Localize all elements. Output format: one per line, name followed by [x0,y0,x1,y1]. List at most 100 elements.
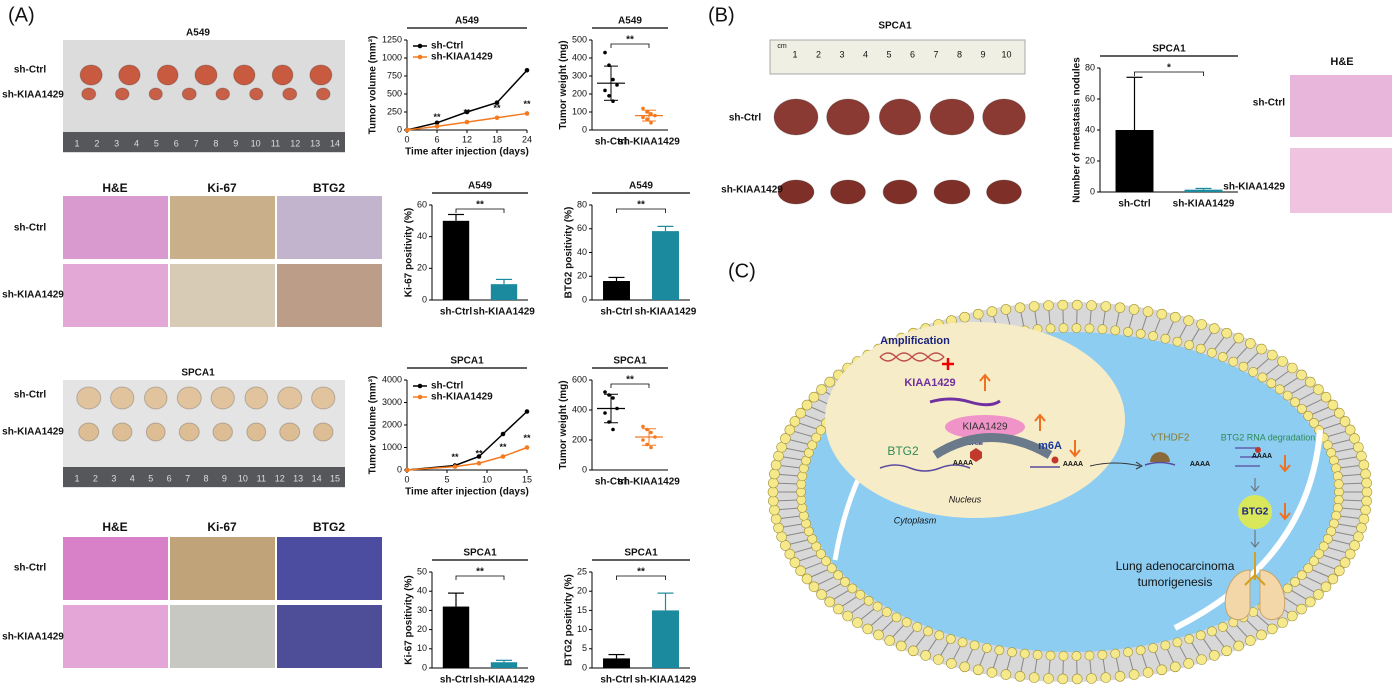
lipid-head [1290,576,1300,587]
lipid-tail [1321,422,1343,430]
lipid-head [811,432,822,443]
lipid-tail [797,554,819,562]
data-point [641,115,645,120]
lipid-head [1309,556,1319,567]
lipid-head [1356,522,1367,534]
y-tick-label: 0 [582,464,587,474]
lipid-head [1327,573,1339,585]
y-tick-label: 0 [582,294,587,304]
lipid-head [1172,336,1183,347]
group-label: sh-Ctrl [14,563,46,574]
significance: ** [476,200,484,211]
ruler-number: 14 [330,138,340,148]
lipid-head [1318,541,1329,552]
significance: ** [476,567,484,578]
lipid-tail [1304,398,1324,409]
histology [277,605,382,668]
x-tick-label: 12 [462,134,472,144]
lipid-tail [1128,653,1134,672]
histology [277,196,382,259]
lipid-tail [1310,406,1331,416]
stain-title: BTG2 [313,181,345,195]
lipid-tail [779,515,801,520]
data-point [649,121,653,125]
ruler-number: 5 [148,473,153,483]
lipid-head [824,376,836,388]
ruler-number: 4 [130,473,135,483]
significance: ** [451,452,459,462]
series-marker [494,100,500,105]
lipid-head [1303,563,1314,574]
x-tick-label: sh-Ctrl [440,675,472,686]
diagram-label: KIAA1429 [904,377,955,389]
data-point [607,393,611,397]
lipid-head [816,589,827,600]
lipid-head [986,306,998,317]
lipid-head [767,486,779,498]
tumor [282,87,298,101]
stain-title: H&E [1330,56,1353,68]
y-tick-label: 30 [417,605,427,615]
series-marker [452,464,458,469]
lipid-tail [1254,356,1271,371]
lipid-tail [914,632,927,649]
rna [1144,461,1176,466]
lipid-head [1196,654,1207,665]
data-point [603,88,607,93]
y-tick-label: 25 [577,566,587,576]
series-marker [464,109,470,115]
lipid-head [1196,319,1207,330]
x-tick-label: sh-KIAA1429 [618,477,680,488]
histology [63,264,168,327]
lipid-head [784,424,796,436]
lipid-tail [1089,308,1092,327]
lipid-tail [803,561,824,571]
ruler-number: 1 [74,138,79,148]
series-line [406,410,528,471]
diagram-label: BTG2 [1242,507,1269,518]
lipid-head [1135,645,1146,656]
lipid-tail [1190,640,1201,658]
bar [652,610,679,668]
group-label: sh-KIAA1429 [721,185,783,196]
lipid-tail [816,575,836,586]
rna [879,464,971,472]
lipid-head [1334,407,1345,419]
data-point [641,438,645,442]
lipid-head [1160,333,1171,344]
ruler-number: 1 [74,473,79,483]
significance-bracket [610,43,650,48]
lipid-head [1014,302,1026,313]
group-label: sh-KIAA1429 [2,290,64,301]
lipid-head [863,595,874,606]
histology [1290,148,1392,213]
lipid-head [815,425,826,436]
arrow [1250,530,1260,548]
diagram-label: Lung adenocarcinoma [1116,559,1235,573]
lipid-head [1287,362,1298,374]
tumor [194,64,218,86]
x-tick-label: sh-Ctrl [600,675,632,686]
y-axis-label: Tumor weight (mg) [558,380,569,469]
series-marker [500,431,506,437]
lipid-head [797,471,808,482]
ruler-number: 2 [94,138,99,148]
ruler-number: 6 [167,473,172,483]
significance: * [1167,63,1171,74]
significance-bracket [455,208,505,213]
lipid-tail [1297,582,1317,594]
significance: ** [433,112,441,122]
data-point [611,396,615,400]
y-tick-label: 40 [577,247,587,257]
lipid-tail [1128,312,1134,331]
y-tick-label: 500 [387,88,402,98]
lipid-head [972,664,984,676]
lipid-head [1221,645,1233,657]
lipid-head [1195,343,1206,354]
lipid-tail [992,652,1000,670]
lipid-head [1266,378,1277,389]
x-tick-label: sh-KIAA1429 [473,675,535,686]
lipid-head [934,630,945,641]
lipid-head [1320,391,1332,403]
chart-title: SPCA1 [1152,44,1186,55]
